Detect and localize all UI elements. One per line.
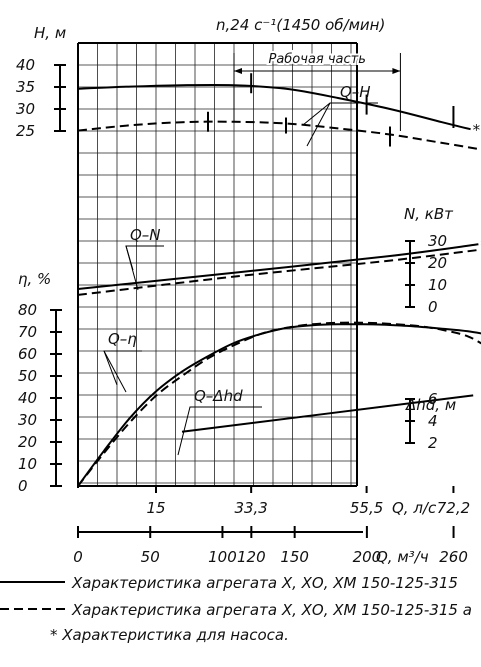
series-hd-solid xyxy=(181,394,474,433)
series-n-dashed xyxy=(77,248,481,296)
eta-axis-tick-label: 20 xyxy=(18,433,37,451)
h-axis-tick-label: 30 xyxy=(16,100,35,118)
hd-axis-tick-label: 4 xyxy=(428,412,438,430)
operating-range-arrowhead-left xyxy=(234,68,242,74)
series-h-dashed xyxy=(77,120,481,151)
q2-axis-tick-label: 260 xyxy=(439,548,468,566)
legend-dashed-text: Характеристика агрегата Х, ХО, ХМ 150-12… xyxy=(71,601,472,619)
q-axis-tick-label: 15 xyxy=(146,499,165,517)
h-axis-tick-label: 25 xyxy=(16,122,35,140)
q2-axis-tick-label: 100 xyxy=(208,548,237,566)
h-axis-tick-label: 40 xyxy=(16,56,35,74)
eta-axis-tick-label: 70 xyxy=(18,323,37,341)
q2-axis-tick-label: 50 xyxy=(141,548,160,566)
q-axis-tick-label: 33,3 xyxy=(234,499,267,517)
legend-solid-text: Характеристика агрегата Х, ХО, ХМ 150-12… xyxy=(71,574,458,592)
h-axis-label: H, м xyxy=(34,24,66,42)
q2-axis-tick-label: 150 xyxy=(280,548,309,566)
eta-axis-tick-label: 0 xyxy=(18,477,28,495)
series-n-solid xyxy=(77,243,479,290)
series-h-solid xyxy=(77,83,471,131)
chart-marks xyxy=(0,53,481,610)
eta-axis-tick-label: 40 xyxy=(18,389,37,407)
n-axis-tick-label: 10 xyxy=(428,276,447,294)
leader-q-n-2 xyxy=(125,245,139,291)
label-q-hd: Q–Δhd xyxy=(194,387,243,405)
legend-note: * Характеристика для насоса. xyxy=(50,626,289,644)
q-axis-tick-label: 55,5 xyxy=(350,499,383,517)
leader-q-h-2 xyxy=(306,102,331,147)
leader-q-eta-2 xyxy=(103,350,127,393)
q2-axis-tick-label: 0 xyxy=(73,548,83,566)
hd-axis-label: Δhd, м xyxy=(405,396,456,414)
eta-axis-tick-label: 60 xyxy=(18,345,37,363)
q-axis-label: Q, л/с xyxy=(392,499,437,517)
chart-axes xyxy=(50,42,455,538)
eta-axis-tick-label: 10 xyxy=(18,455,37,473)
eta-axis-tick-label: 50 xyxy=(18,367,37,385)
q2-axis-tick-label: 200 xyxy=(353,548,382,566)
hd-axis-tick-label: 6 xyxy=(428,390,438,408)
series-eta-dashed xyxy=(77,321,481,487)
label-q-h: Q–H xyxy=(340,83,371,101)
n-axis-tick-label: 20 xyxy=(428,254,447,272)
hd-axis-tick-label: 2 xyxy=(428,434,438,452)
n-axis-label: N, кВт xyxy=(404,205,454,223)
eta-axis-label: η, % xyxy=(18,270,51,288)
label-q-n: Q–N xyxy=(130,226,161,244)
q2-axis-tick-label: 120 xyxy=(237,548,266,566)
q2-axis-label: Q, м³/ч xyxy=(376,548,429,566)
operating-range-arrowhead-right xyxy=(392,68,401,74)
n-axis-tick-label: 0 xyxy=(428,298,438,316)
eta-axis-tick-label: 30 xyxy=(18,411,37,429)
chart-title: n,24 с⁻¹(1450 об/мин) xyxy=(216,16,385,34)
leader-q-hd xyxy=(177,406,262,456)
n-axis-tick-label: 30 xyxy=(428,232,447,250)
series-end-asterisk: * xyxy=(473,121,481,139)
q-axis-tick-label: 72,2 xyxy=(437,499,470,517)
operating-range-label: Рабочая часть xyxy=(268,52,365,67)
eta-axis-tick-label: 80 xyxy=(18,301,37,319)
label-q-eta: Q–η xyxy=(108,330,137,348)
h-axis-tick-label: 35 xyxy=(16,78,35,96)
